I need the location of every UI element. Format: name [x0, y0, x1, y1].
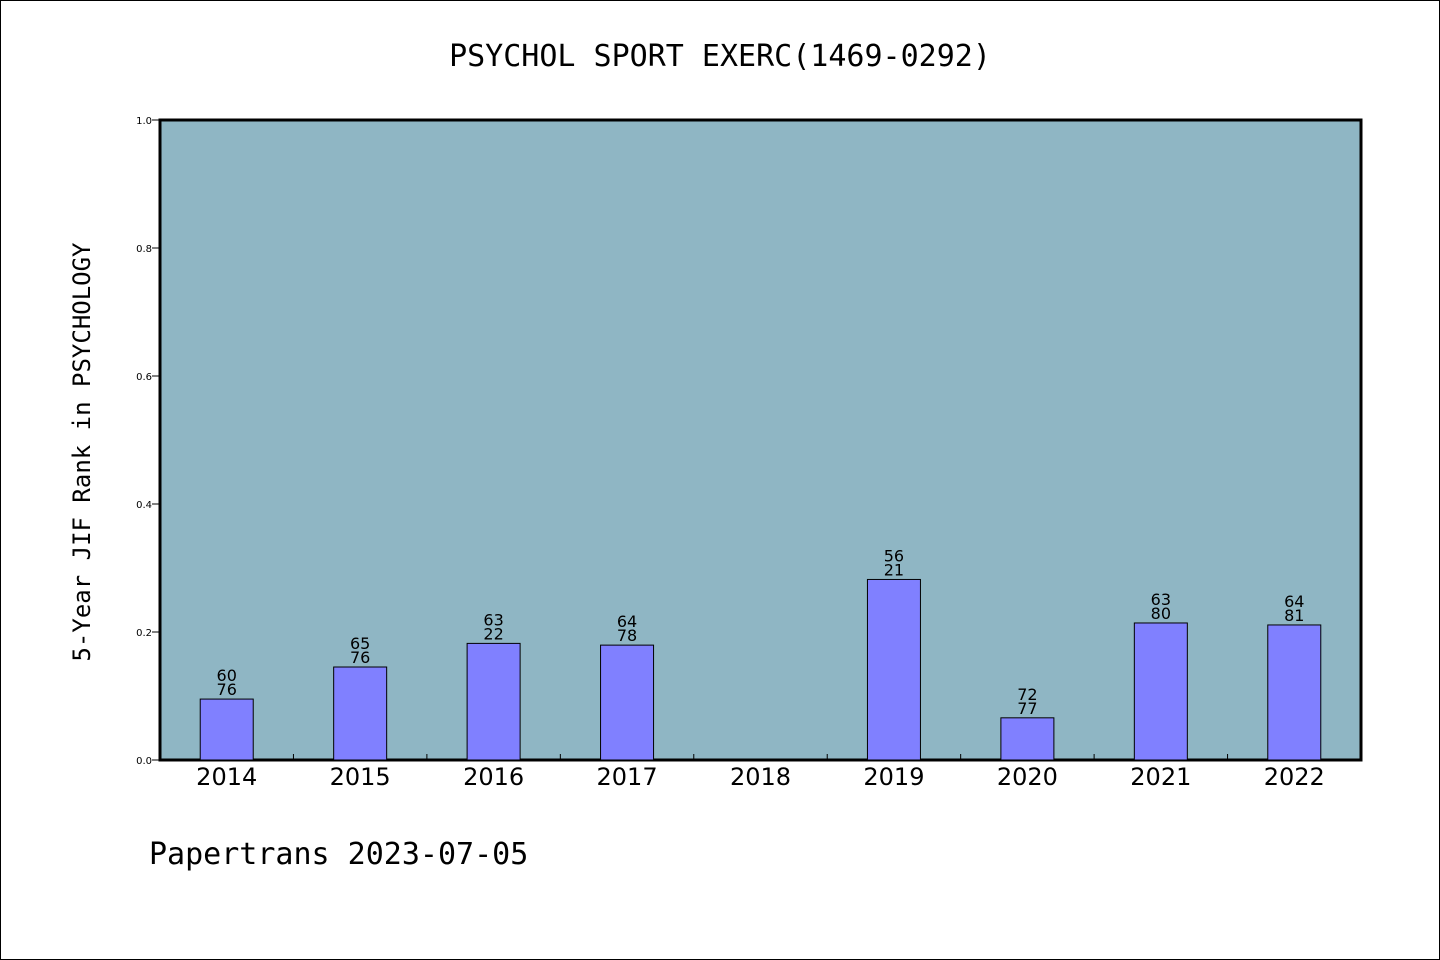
- footer-credit: Papertrans 2023-07-05: [149, 837, 528, 872]
- x-tick-label: 2019: [863, 763, 924, 791]
- x-tick-label: 2017: [597, 763, 658, 791]
- x-tick-label: 2016: [463, 763, 524, 791]
- x-axis: 2014 2015 2016 2017 2018 2019 2020 2021 2022: [196, 754, 1325, 791]
- bar: [199, 698, 254, 761]
- y-tick-label: 0.8: [136, 244, 152, 255]
- bar-label-total: 80: [1151, 604, 1171, 623]
- y-axis: 0.0 0.2 0.4 0.6 0.8 1.0: [136, 116, 160, 767]
- bar-label-rank: 60: [217, 666, 237, 685]
- bar-label-rank: 64: [1284, 592, 1304, 611]
- bar-label-rank: 63: [1151, 590, 1171, 609]
- y-axis-label: 5-Year JIF Rank in PSYCHOLOGY: [68, 242, 96, 662]
- bar-label-rank: 56: [884, 546, 904, 565]
- bar-label-rank: 63: [483, 610, 503, 629]
- bar: [866, 578, 921, 761]
- bar-label-total: 78: [617, 626, 637, 645]
- x-tick-label: 2021: [1130, 763, 1191, 791]
- x-tick-label: 2014: [196, 763, 257, 791]
- x-tick-label: 2015: [330, 763, 391, 791]
- bar-label-rank: 64: [617, 612, 637, 631]
- x-tick-label: 2020: [997, 763, 1058, 791]
- bar-label-total: 77: [1017, 699, 1037, 718]
- bar: [1133, 622, 1188, 761]
- y-tick-label: 0.6: [136, 372, 152, 383]
- bar-label-total: 21: [884, 560, 904, 579]
- chart-title: PSYCHOL SPORT EXERC(1469-0292): [449, 39, 991, 74]
- y-tick-label: 0.0: [136, 756, 152, 767]
- bar-label-rank: 72: [1017, 685, 1037, 704]
- x-tick-label: 2022: [1264, 763, 1325, 791]
- bar-label-total: 76: [217, 680, 237, 699]
- y-tick-label: 1.0: [136, 116, 152, 127]
- bar: [1000, 717, 1055, 761]
- bar-label-total: 22: [483, 624, 503, 643]
- y-tick-label: 0.4: [136, 500, 152, 511]
- bar: [466, 642, 521, 761]
- bar-label-rank: 65: [350, 634, 370, 653]
- bar: [600, 644, 655, 761]
- bar: [1267, 624, 1322, 761]
- x-tick-label: 2018: [730, 763, 791, 791]
- bar: [333, 666, 388, 761]
- bar-label-total: 81: [1284, 606, 1304, 625]
- bar-label-total: 76: [350, 648, 370, 667]
- y-tick-label: 0.2: [136, 628, 152, 639]
